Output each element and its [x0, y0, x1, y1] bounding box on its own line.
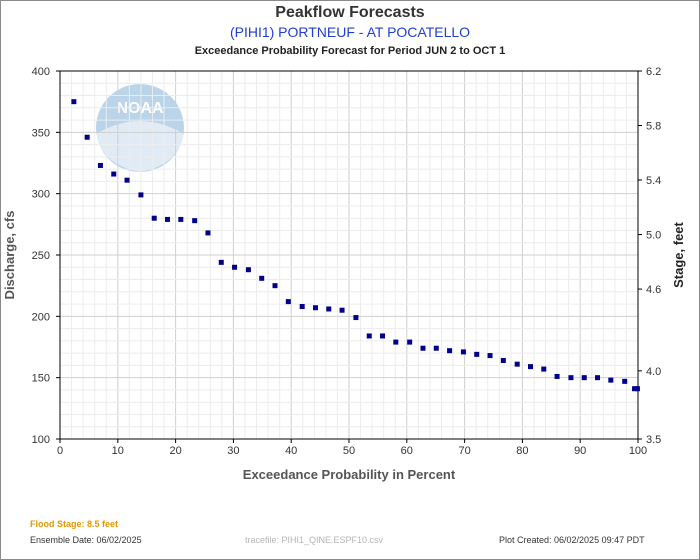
- y2-tick-label: 5.8: [646, 121, 661, 133]
- y2-axis-ticks: 3.5 4.0 4.6 5.0 5.4 5.8 6.2: [638, 66, 661, 446]
- data-point: [205, 230, 211, 236]
- data-point: [433, 345, 439, 351]
- data-point: [634, 386, 640, 392]
- data-point: [111, 171, 117, 177]
- data-point: [178, 216, 184, 222]
- data-point: [366, 333, 372, 339]
- y-tick-label: 300: [32, 189, 50, 201]
- y-axis-ticks: 100 150 200 250 300 350 400: [32, 66, 60, 446]
- x-axis-ticks: 0 10 20 30 40 50 60 70 80 90 100: [57, 439, 647, 457]
- x-tick-label: 80: [516, 445, 528, 457]
- forecast-period: Exceedance Probability Forecast for Peri…: [194, 45, 506, 57]
- station-subtitle: (PIHI1) PORTNEUF - AT POCATELLO: [229, 24, 471, 40]
- data-point: [568, 375, 574, 381]
- data-point: [299, 304, 305, 310]
- data-point: [84, 134, 90, 140]
- data-points: [71, 99, 640, 392]
- y2-tick-label: 4.0: [646, 366, 661, 378]
- x-tick-label: 40: [285, 445, 297, 457]
- data-point: [514, 361, 520, 367]
- data-point: [541, 366, 547, 372]
- y-tick-label: 200: [32, 311, 50, 323]
- y-tick-label: 350: [32, 127, 50, 139]
- data-point: [554, 373, 560, 379]
- x-tick-label: 100: [629, 445, 647, 457]
- data-point: [259, 275, 265, 281]
- data-point: [595, 375, 601, 381]
- data-point: [407, 339, 413, 345]
- x-tick-label: 0: [57, 445, 63, 457]
- x-tick-label: 90: [574, 445, 586, 457]
- y-axis-label: Discharge, cfs: [2, 211, 17, 300]
- logo-gull-shape: [96, 121, 184, 172]
- data-point: [97, 162, 103, 168]
- x-tick-label: 30: [227, 445, 239, 457]
- y2-tick-label: 5.4: [646, 175, 661, 187]
- y2-tick-label: 4.6: [646, 284, 661, 296]
- y-tick-label: 400: [32, 66, 50, 78]
- plot-created: Plot Created: 06/02/2025 09:47 PDT: [499, 535, 645, 545]
- x-tick-label: 50: [343, 445, 355, 457]
- flood-stage: Flood Stage: 8.5 feet: [30, 519, 119, 529]
- data-point: [460, 349, 466, 355]
- data-point: [218, 259, 224, 265]
- data-point: [326, 306, 332, 312]
- x-tick-label: 60: [401, 445, 413, 457]
- data-point: [124, 177, 130, 183]
- plot-grid: [60, 71, 638, 439]
- x-tick-label: 10: [112, 445, 124, 457]
- y-tick-label: 150: [32, 373, 50, 385]
- ensemble-date: Ensemble Date: 06/02/2025: [30, 535, 142, 545]
- y2-axis-label: Stage, feet: [671, 221, 686, 287]
- data-point: [232, 264, 238, 270]
- data-point: [165, 216, 171, 222]
- data-point: [353, 315, 359, 321]
- data-point: [192, 218, 198, 224]
- data-point: [339, 307, 345, 313]
- data-point: [312, 305, 318, 311]
- y-tick-label: 250: [32, 250, 50, 262]
- data-point: [622, 378, 628, 384]
- y2-tick-label: 6.2: [646, 66, 661, 78]
- data-point: [420, 345, 426, 351]
- data-point: [527, 364, 533, 370]
- data-point: [487, 353, 493, 359]
- data-point: [285, 299, 291, 305]
- data-point: [447, 348, 453, 354]
- noaa-logo: NOAA: [96, 84, 184, 172]
- data-point: [608, 377, 614, 383]
- data-point: [393, 339, 399, 345]
- chart-title: Peakflow Forecasts: [275, 4, 425, 21]
- x-tick-label: 70: [458, 445, 470, 457]
- data-point: [474, 351, 480, 357]
- data-point: [71, 99, 77, 105]
- trace-file: tracefile: PIHI1_QINE.ESPF10.csv: [245, 535, 384, 545]
- data-point: [138, 192, 144, 198]
- data-point: [151, 215, 157, 221]
- y-tick-label: 100: [32, 434, 50, 446]
- data-point: [380, 333, 386, 339]
- x-axis-label: Exceedance Probability in Percent: [243, 467, 456, 482]
- data-point: [245, 267, 251, 273]
- data-point: [272, 283, 278, 289]
- y2-tick-label: 5.0: [646, 230, 661, 242]
- data-point: [632, 386, 638, 392]
- data-point: [581, 375, 587, 381]
- data-point: [500, 357, 506, 363]
- y2-tick-label: 3.5: [646, 434, 661, 446]
- logo-text: NOAA: [116, 100, 164, 117]
- x-tick-label: 20: [169, 445, 181, 457]
